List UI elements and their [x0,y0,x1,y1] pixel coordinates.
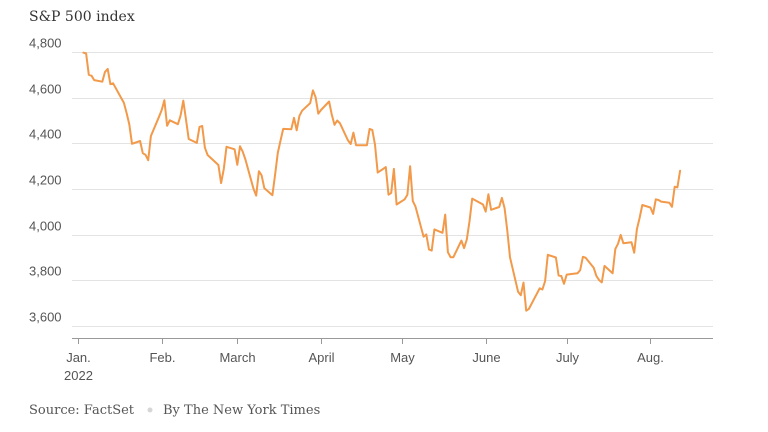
separator-dot [147,407,153,413]
x-tick-label: Aug. [637,350,664,365]
y-tick-label: 4,400 [29,127,62,142]
y-axis-tick-labels: 3,600 3,800 4,000 4,200 4,400 4,600 4,800 [29,36,62,325]
y-tick-label: 4,600 [29,82,62,97]
y-tick-label: 3,800 [29,264,62,279]
x-tick-sublabel: 2022 [64,368,93,383]
x-tick-label: April [308,350,334,365]
x-tick-label: July [556,350,580,365]
sp500-series-line [82,51,682,312]
x-tick-label: Feb. [149,350,175,365]
y-tick-label: 3,600 [29,310,62,325]
source-text: Source: FactSet [29,403,135,418]
credit-text: By The New York Times [163,403,320,418]
gridlines [72,52,713,327]
source-line: Source: FactSet By The New York Times [29,403,320,418]
x-tick-label: June [472,350,500,365]
chart-title: S&P 500 index [29,9,135,25]
y-tick-label: 4,000 [29,219,62,234]
y-tick-label: 4,200 [29,173,62,188]
x-tick-label: May [390,350,415,365]
x-tick-label: March [219,350,255,365]
x-axis: Jan. 2022 Feb. March April May June July Aug. [64,338,664,383]
y-tick-label: 4,800 [29,36,62,51]
x-tick-label: Jan. [66,350,91,365]
